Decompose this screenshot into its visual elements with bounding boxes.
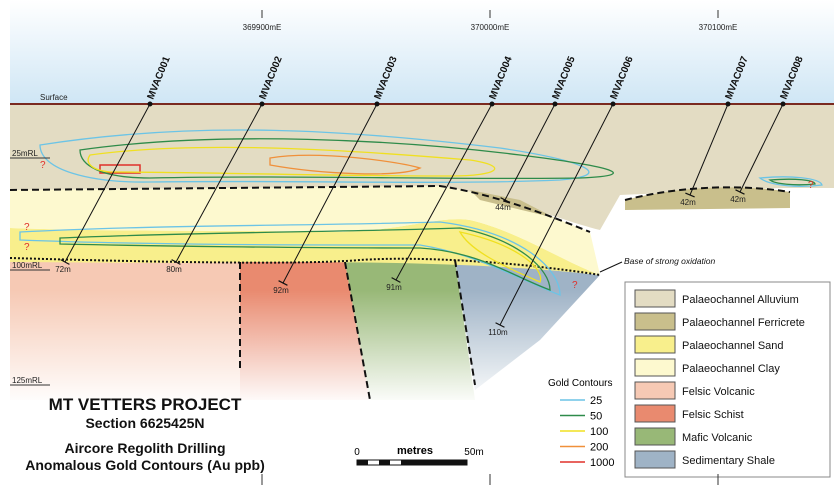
collar (552, 101, 558, 107)
hole-depth: 44m (495, 203, 511, 212)
hole-depth: 91m (386, 283, 402, 292)
hole-depth: 72m (55, 265, 71, 274)
hole-depth: 80m (166, 265, 182, 274)
collar (374, 101, 380, 107)
drill-hole (64, 103, 151, 263)
drill-hole (282, 103, 378, 284)
gold-contour (19, 221, 561, 296)
question-mark: ? (24, 242, 30, 253)
hole-end (495, 322, 505, 328)
gold-contour (269, 154, 422, 175)
collar (259, 101, 265, 107)
hole-end (685, 192, 695, 198)
collar (780, 101, 786, 107)
scale-seg (412, 460, 467, 465)
scale-unit: metres (397, 445, 433, 457)
easting-label: 370100mE (699, 23, 738, 32)
title-text: Anomalous Gold Contours (Au ppb) (25, 457, 265, 473)
drill-hole (504, 103, 556, 201)
gold-contour (758, 176, 823, 187)
oxidation-label: Base of strong oxidation (624, 256, 715, 266)
scale-seg (357, 460, 368, 465)
lithology-label: Mafic Volcanic (682, 432, 753, 444)
easting-label: 369900mE (243, 23, 282, 32)
question-mark: ? (40, 160, 46, 171)
gold-contours (19, 129, 823, 296)
hole-end (500, 197, 510, 203)
lithology-label: Palaeochannel Ferricrete (682, 317, 805, 329)
gold-contour (59, 227, 551, 291)
surface-label: Surface (40, 93, 68, 102)
drill-hole (395, 103, 493, 281)
question-mark: ? (572, 280, 578, 291)
contour-label: 1000 (590, 457, 614, 469)
title-text: Aircore Regolith Drilling (64, 440, 225, 456)
collar (610, 101, 616, 107)
title-text: MT VETTERS PROJECT (49, 395, 242, 414)
title-text: Section 6625425N (85, 415, 204, 431)
lithology-swatch (634, 427, 676, 446)
lithology-swatch (634, 404, 676, 423)
contour-label: 200 (590, 442, 608, 454)
gold-contour (79, 138, 614, 180)
drill-hole (175, 103, 263, 263)
hole-end (60, 259, 70, 265)
collar (489, 101, 495, 107)
hole-end (391, 277, 401, 283)
drill-hole (739, 103, 784, 193)
hole-end (278, 280, 288, 286)
question-mark: ? (808, 180, 814, 191)
contour-label: 50 (590, 411, 602, 423)
lithology-label: Sedimentary Shale (682, 455, 775, 467)
lithology-label: Felsic Schist (682, 409, 744, 421)
gold-contour (39, 129, 590, 183)
scale-seg (379, 460, 390, 465)
rl-label: 125mRL (12, 376, 43, 385)
hole-end (171, 259, 181, 265)
lithology-label: Palaeochannel Clay (682, 363, 780, 375)
lithology-label: Felsic Volcanic (682, 386, 755, 398)
rl-label: 100mRL (12, 261, 43, 270)
scale-seg (401, 460, 412, 465)
collar (147, 101, 153, 107)
drill-hole (689, 103, 729, 196)
scale-end: 50m (464, 447, 483, 458)
lithology-swatch (634, 289, 676, 308)
contour-label: 100 (590, 426, 608, 438)
question-mark: ? (24, 222, 30, 233)
rl-label: 25mRL (12, 149, 38, 158)
lithology-swatch (634, 312, 676, 331)
hole-end (735, 189, 745, 195)
contour-legend-title: Gold Contours (548, 378, 612, 389)
drill-hole (499, 103, 614, 326)
geology (9, 103, 834, 405)
hole-depth: 42m (730, 195, 746, 204)
lithology-swatch (634, 450, 676, 469)
lithology-label: Palaeochannel Alluvium (682, 294, 799, 306)
easting-label: 370000mE (471, 23, 510, 32)
gold-contour (87, 146, 496, 177)
hole-depth: 42m (680, 198, 696, 207)
lithology-swatch (634, 335, 676, 354)
contour-label: 25 (590, 395, 602, 407)
lithology-swatch (634, 381, 676, 400)
lithology-swatch (634, 358, 676, 377)
gold-contour (768, 178, 816, 186)
hole-depth: 110m (488, 328, 508, 337)
hole-depth: 92m (273, 286, 289, 295)
scale-start: 0 (354, 447, 360, 458)
collar (725, 101, 731, 107)
sky (10, 0, 834, 104)
lithology-label: Palaeochannel Sand (682, 340, 784, 352)
lithology-legend-box (624, 281, 831, 478)
gold-contour (458, 231, 542, 283)
